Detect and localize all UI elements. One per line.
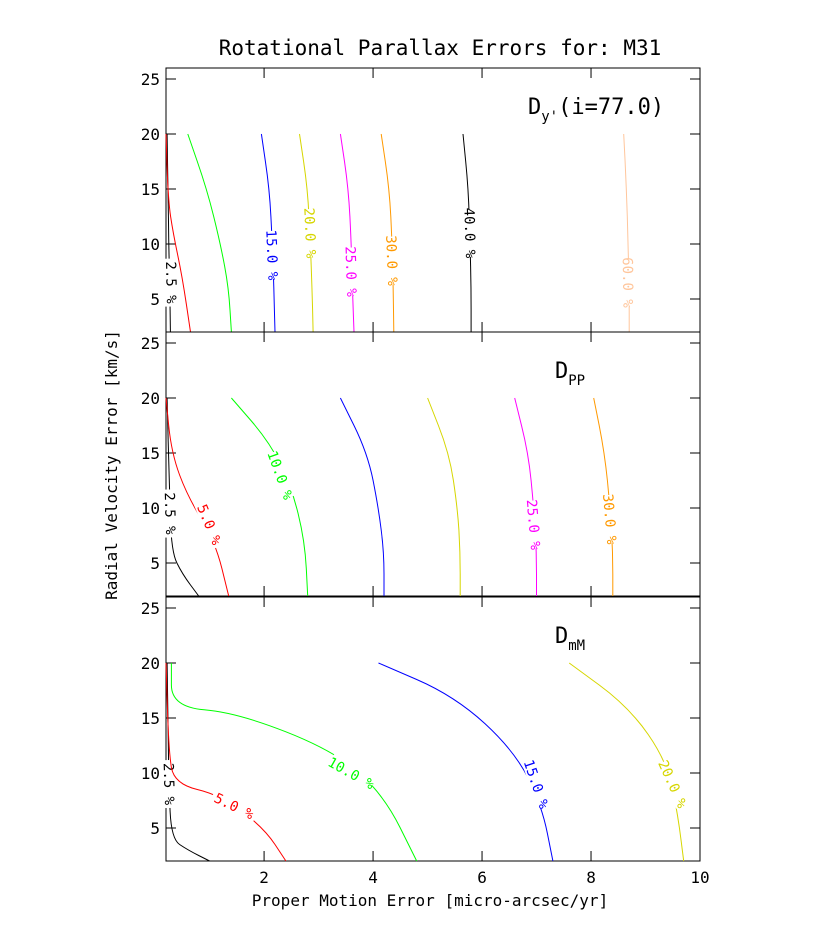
- contour-line-blue: [339, 397, 385, 596]
- contour-label: 2.5 %: [161, 492, 178, 535]
- contour-label: 2.5 %: [160, 763, 177, 806]
- x-tick-label: 2: [259, 868, 269, 887]
- contour-label-bg: [326, 753, 377, 791]
- contour-label-bg: [656, 758, 691, 809]
- contour-label-bg: [620, 258, 638, 307]
- y-tick-label: 20: [141, 389, 160, 408]
- contour-line-green: [170, 663, 418, 862]
- contour-line-red: [165, 662, 287, 862]
- y-tick-label: 20: [141, 125, 160, 144]
- contour-label: 30.0 %: [382, 235, 400, 287]
- contour-line-yellow: [568, 662, 685, 862]
- contour-label: 5.0 %: [211, 790, 256, 823]
- contour-label: 60.0 %: [619, 257, 636, 308]
- contour-line-magenta: [339, 133, 355, 333]
- chart-title: Rotational Parallax Errors for: M31: [219, 36, 662, 60]
- x-axis-label: Proper Motion Error [micro-arcsec/yr]: [252, 891, 608, 910]
- contour-label: 20.0 %: [300, 207, 318, 259]
- y-tick-label: 25: [141, 70, 160, 89]
- contour-label: 25.0 %: [342, 246, 360, 298]
- contour-line-red: [165, 133, 191, 333]
- y-tick-label: 10: [141, 764, 160, 783]
- contour-line-yellow: [427, 397, 461, 596]
- contour-label-bg: [264, 230, 283, 280]
- y-axis-label: Radial Velocity Error [km/s]: [102, 330, 121, 600]
- contour-label-bg: [343, 247, 362, 296]
- contour-label-bg: [462, 208, 480, 258]
- contour-label: 30.0 %: [599, 493, 619, 545]
- contour-line-black: [166, 397, 200, 597]
- panel-label: Dy'(i=77.0): [528, 95, 664, 125]
- y-tick-label: 10: [141, 499, 160, 518]
- contour-label: 5.0 %: [193, 502, 224, 548]
- panel-frame: [165, 331, 701, 597]
- panel-label: DmM: [555, 624, 585, 654]
- contour-label-bg: [162, 489, 181, 538]
- contour-label-bg: [209, 787, 260, 823]
- panel-frame: [165, 596, 701, 862]
- contour-label-bg: [193, 498, 228, 550]
- contour-label: 40.0 %: [460, 207, 477, 259]
- contour-label-bg: [161, 759, 180, 809]
- y-tick-label: 20: [141, 654, 160, 673]
- contour-line-magenta: [514, 397, 537, 596]
- y-tick-label: 15: [141, 709, 160, 728]
- x-tick-label: 8: [586, 868, 596, 887]
- panel-1: 5 10 15 20 25 2.5 % 15.0 % 20.0 % 25.0 % 30.0 % 40…: [141, 67, 701, 333]
- y-tick-label: 5: [150, 819, 160, 838]
- panel-2: 5 10 15 20 25 2.5 % 5.0 % 10.0 % 25.0 % 30.0 % DPP: [141, 331, 701, 597]
- contour-label: 2.5 %: [162, 261, 179, 304]
- panel-label: DPP: [555, 359, 585, 389]
- contour-label-bg: [601, 494, 622, 544]
- x-tick-label: 4: [368, 868, 378, 887]
- contour-label: 15.0 %: [262, 229, 280, 281]
- contour-label: 15.0 %: [520, 758, 552, 812]
- contour-label: 10.0 %: [263, 449, 295, 503]
- contour-label-bg: [163, 258, 181, 307]
- contour-line-green: [187, 133, 232, 333]
- contour-label-bg: [302, 208, 321, 258]
- contour-label: 10.0 %: [325, 755, 377, 794]
- contour-label-bg: [265, 449, 297, 500]
- contour-label: 20.0 %: [654, 758, 689, 811]
- y-tick-label: 10: [141, 235, 160, 254]
- y-tick-label: 25: [141, 599, 160, 618]
- y-tick-label: 15: [141, 180, 160, 199]
- contour-label-bg: [524, 499, 545, 549]
- y-tick-label: 15: [141, 444, 160, 463]
- x-tick-label: 10: [690, 868, 709, 887]
- contour-label: 25.0 %: [523, 499, 543, 551]
- contour-line-green: [231, 397, 309, 597]
- x-tick-label: 6: [477, 868, 487, 887]
- contour-label-bg: [384, 236, 403, 285]
- y-tick-label: 25: [141, 334, 160, 353]
- contour-label-bg: [522, 758, 553, 809]
- y-tick-label: 5: [150, 290, 160, 309]
- y-tick-label: 5: [150, 554, 160, 573]
- contour-line-orange: [380, 133, 395, 333]
